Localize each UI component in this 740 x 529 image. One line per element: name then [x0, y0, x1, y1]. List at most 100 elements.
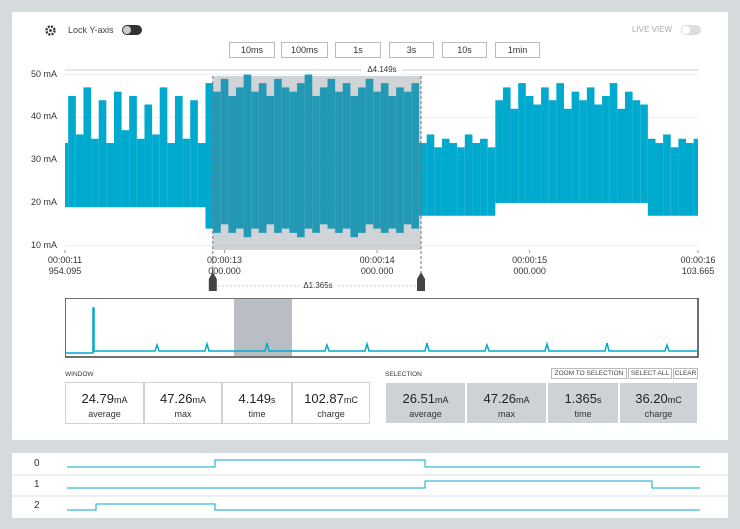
signal-band — [380, 83, 389, 233]
stat-value-row: 24.79mA — [66, 391, 143, 406]
signal-band — [510, 108, 519, 203]
x-tick-label: 00:00:15 000.000 — [512, 255, 548, 276]
signal-band — [693, 138, 698, 216]
signal-band — [586, 87, 595, 203]
stat-label: max — [174, 409, 192, 419]
signal-band — [319, 87, 328, 225]
stat-unit: mC — [667, 395, 682, 405]
stat-label: time — [574, 409, 592, 419]
signal-band — [342, 83, 351, 229]
channel-label: 1 — [34, 479, 40, 490]
time-button[interactable]: 10s — [442, 42, 487, 58]
stat-value-row: 102.87mC — [293, 391, 369, 406]
stat-value: 47.26 — [159, 391, 193, 406]
stat-cell: 24.79mA average — [65, 382, 144, 424]
signal-band — [159, 87, 168, 208]
x-tick-label: 00:00:16 103.665 — [680, 255, 716, 276]
time-button[interactable]: 10ms — [229, 42, 275, 58]
live-label: LIVE VIEW — [632, 25, 673, 34]
signal-band — [205, 83, 214, 229]
stat-value: 26.51 — [402, 391, 436, 406]
signal-band — [152, 134, 160, 208]
stat-value: 36.20 — [635, 391, 668, 406]
stat-unit: s — [597, 395, 602, 405]
stat-label: average — [88, 409, 121, 419]
signal-band — [266, 95, 275, 225]
select-all-button[interactable]: SELECT ALL — [628, 368, 672, 379]
x-tick-label: 00:00:13 000.000 — [207, 255, 243, 276]
signal-band — [335, 91, 343, 233]
selection-label: Δ1.365s — [303, 281, 332, 290]
signal-band — [174, 95, 183, 208]
stat-value-row: 26.51mA — [386, 391, 465, 406]
time-button[interactable]: 1s — [335, 42, 381, 58]
stat-value: 24.79 — [81, 391, 115, 406]
stat-cell: 1.365s time — [547, 382, 619, 424]
signal-band — [541, 87, 549, 203]
channel-label: 0 — [34, 458, 40, 469]
signal-band — [495, 100, 503, 203]
signal-band — [579, 100, 587, 203]
window-label: Δ4.149s — [367, 65, 396, 74]
signal-band — [602, 95, 610, 203]
signal-band — [686, 143, 694, 216]
y-tick-label: 10 mA — [30, 239, 57, 250]
signal-band — [525, 95, 534, 203]
signal-band — [274, 78, 282, 233]
stat-value-row: 4.149s — [223, 391, 291, 406]
signal-band — [373, 91, 381, 229]
stat-cell: 102.87mC charge — [292, 382, 370, 424]
signal-band — [434, 147, 442, 216]
signal-band — [617, 108, 625, 203]
live-toggle[interactable] — [681, 25, 701, 35]
window-title: WINDOW — [65, 371, 94, 378]
signal-band — [113, 91, 122, 208]
signal-band — [548, 100, 557, 203]
signal-band — [487, 147, 496, 216]
zoom-to-selection-button[interactable]: ZOOM TO SELECTION — [551, 368, 627, 379]
signal-band — [358, 87, 366, 233]
selection-label-bg — [300, 280, 336, 291]
signal-band — [655, 143, 664, 216]
time-button[interactable]: 1min — [495, 42, 540, 58]
lock-label: Lock Y-axis — [68, 25, 114, 35]
clear-button[interactable]: CLEAR — [673, 368, 698, 379]
signal-band — [670, 147, 679, 216]
stat-unit: mA — [435, 395, 449, 405]
signal-band — [129, 95, 137, 208]
signal-band — [571, 91, 580, 203]
signal-band — [609, 83, 618, 203]
signal-band — [281, 87, 290, 229]
signal-band — [350, 95, 359, 238]
signal-band — [289, 91, 298, 233]
signal-band — [663, 134, 671, 216]
settings-icon[interactable] — [44, 24, 57, 37]
signal-band — [144, 104, 153, 208]
stat-cell: 26.51mA average — [385, 382, 466, 424]
signal-band — [75, 134, 84, 208]
stat-value-row: 47.26mA — [467, 391, 546, 406]
stat-cell: 4.149s time — [222, 382, 292, 424]
x-tick-label: 00:00:11 954.095 — [47, 255, 83, 276]
signal-band — [457, 147, 465, 216]
stat-cell: 36.20mC charge — [619, 382, 698, 424]
signal-band — [121, 130, 130, 208]
signal-band — [220, 78, 229, 225]
stat-cell: 47.26mA max — [466, 382, 547, 424]
signal-band — [472, 143, 481, 216]
signal-band — [213, 91, 221, 233]
signal-band — [297, 83, 305, 238]
stat-unit: mA — [192, 395, 207, 405]
digital-traces — [12, 459, 728, 511]
stat-label: time — [248, 409, 266, 419]
signal-band — [197, 143, 206, 208]
stat-unit: mA — [114, 395, 128, 405]
stat-value-row: 36.20mC — [620, 391, 697, 406]
selection-title: SELECTION — [385, 371, 422, 378]
lock-toggle[interactable] — [122, 25, 142, 35]
time-button[interactable]: 100ms — [281, 42, 328, 58]
time-button[interactable]: 3s — [389, 42, 434, 58]
signal-band — [304, 74, 313, 229]
stat-value-row: 1.365s — [548, 391, 618, 406]
